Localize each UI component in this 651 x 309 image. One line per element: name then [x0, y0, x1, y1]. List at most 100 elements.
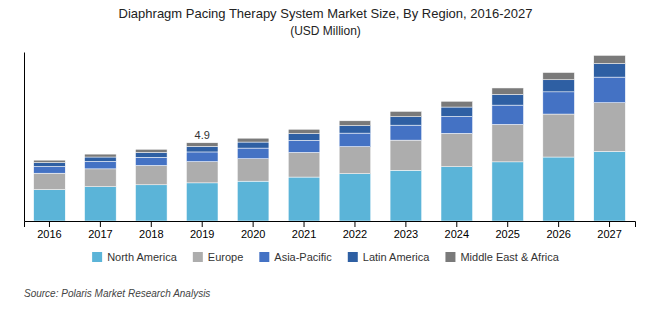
x-tick-label: 2021 — [292, 228, 316, 240]
bar — [288, 129, 320, 133]
bars — [34, 55, 626, 221]
x-axis-line — [25, 222, 636, 228]
bar — [34, 190, 66, 221]
x-tick: 2019 — [190, 221, 214, 240]
x-tick-label: 2025 — [495, 228, 519, 240]
bar — [441, 107, 473, 116]
y-axis-line — [24, 53, 25, 222]
bar — [390, 125, 422, 140]
bar — [390, 117, 422, 125]
x-tick-mark — [304, 221, 305, 227]
legend-swatch — [92, 252, 102, 262]
bar — [492, 124, 524, 161]
bar — [85, 157, 117, 161]
bar — [85, 169, 117, 187]
bar — [441, 116, 473, 133]
bar — [136, 185, 168, 221]
bar-series — [34, 55, 626, 162]
bar — [441, 101, 473, 107]
bar — [543, 73, 575, 80]
bar — [543, 114, 575, 157]
bar — [543, 92, 575, 114]
bar — [136, 149, 168, 152]
bar — [288, 134, 320, 141]
bar — [390, 140, 422, 170]
x-tick: 2023 — [394, 221, 418, 240]
x-tick-mark — [558, 221, 559, 227]
legend-swatch — [259, 252, 269, 262]
legend-item: Latin America — [348, 251, 431, 263]
bar — [85, 154, 117, 157]
bar-series — [34, 103, 626, 190]
bar — [136, 157, 168, 165]
x-tick-label: 2020 — [241, 228, 265, 240]
bar — [288, 177, 320, 221]
legend-label: Europe — [208, 251, 243, 263]
bar — [136, 152, 168, 157]
subtitle: (USD Million) — [290, 24, 361, 38]
chart: Diaphragm Pacing Therapy System Market S… — [0, 0, 651, 309]
legend-item: Asia-Pacific — [259, 251, 332, 263]
bar — [136, 165, 168, 184]
bar — [492, 105, 524, 124]
bar — [594, 55, 626, 63]
x-tick: 2018 — [139, 221, 163, 240]
x-tick-mark — [507, 221, 508, 227]
bar — [85, 187, 117, 221]
bar — [237, 142, 269, 148]
bar-series — [34, 64, 626, 167]
legend-swatch — [445, 252, 455, 262]
legend: North America Europe Asia-Pacific Latin Ame… — [92, 251, 560, 263]
bar — [594, 77, 626, 103]
legend-label: Asia-Pacific — [274, 251, 332, 263]
bar — [390, 111, 422, 116]
bar — [186, 146, 218, 152]
x-tick-label: 2018 — [139, 228, 163, 240]
source: Source: Polaris Market Research Analysis — [24, 288, 210, 299]
x-tick-mark — [354, 221, 355, 227]
legend-item: North America — [92, 251, 178, 263]
bar — [339, 126, 371, 133]
legend-swatch — [348, 252, 358, 262]
x-tick-mark — [405, 221, 406, 227]
bar — [34, 166, 66, 173]
x-tick: 2026 — [546, 221, 570, 240]
bar — [390, 170, 422, 221]
x-tick: 2017 — [88, 221, 112, 240]
x-tick: 2022 — [343, 221, 367, 240]
bar — [34, 163, 66, 167]
bar — [594, 103, 626, 152]
bar — [237, 148, 269, 159]
bar — [339, 133, 371, 147]
legend-label: Middle East & Africa — [460, 251, 559, 263]
x-tick: 2024 — [445, 221, 469, 240]
bar — [237, 138, 269, 142]
bar — [288, 152, 320, 177]
y-axis — [24, 53, 25, 222]
bar-series — [34, 77, 626, 173]
x-tick-label: 2017 — [88, 228, 112, 240]
bar — [34, 173, 66, 189]
bar — [492, 94, 524, 105]
x-tick: 2027 — [597, 221, 621, 240]
title: Diaphragm Pacing Therapy System Market S… — [119, 6, 533, 21]
bar — [186, 152, 218, 162]
x-tick-mark — [456, 221, 457, 227]
bar — [186, 162, 218, 183]
bar — [34, 160, 66, 162]
bar — [186, 183, 218, 221]
x-tick-mark — [49, 221, 50, 227]
x-tick-mark — [609, 221, 610, 227]
bar-series — [34, 151, 626, 221]
x-tick-label: 2027 — [597, 228, 621, 240]
x-tick-mark — [100, 221, 101, 227]
bar — [288, 140, 320, 152]
x-tick-label: 2024 — [445, 228, 469, 240]
bar — [85, 161, 117, 168]
bar — [441, 167, 473, 221]
legend-label: Latin America — [363, 251, 431, 263]
bar — [594, 64, 626, 78]
bar — [339, 121, 371, 126]
legend-item: Europe — [193, 251, 243, 263]
annotation: 4.9 — [195, 129, 210, 141]
